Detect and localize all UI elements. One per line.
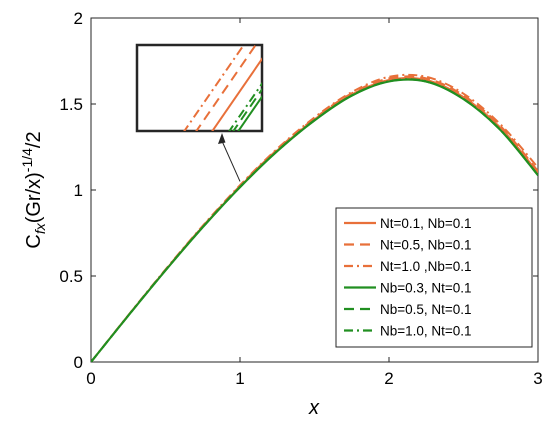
legend-label-3: Nt=1.0 ,Nb=0.1 [380,259,472,274]
legend-label-4: Nb=0.3, Nt=0.1 [380,281,472,296]
x-tick-label: 0 [86,369,95,388]
ticks-layer: 0 1 2 3 0 0.5 1 1.5 2 [59,9,542,388]
inset-series-line-6 [228,81,262,131]
y-label-sub: fx [32,222,48,234]
inset-series-line-4 [237,94,262,131]
legend-label-5: Nb=0.5, Nt=0.1 [380,302,472,317]
legend-label-1: Nt=0.1, Nb=0.1 [380,216,472,231]
y-tick-label: 0 [74,353,83,372]
x-axis-label: x [308,397,320,419]
inset-pointer-arrow [221,140,241,182]
inset-lines [183,45,262,131]
x-tick-label: 2 [384,369,393,388]
inset-series-line-3 [183,45,245,131]
legend: Nt=0.1, Nb=0.1 Nt=0.5, Nb=0.1 Nt=1.0 ,Nb=0… [335,207,533,348]
y-tick-label: 0.5 [59,267,83,286]
y-tick-label: 1.5 [59,95,83,114]
zoom-inset [135,43,264,182]
x-tick-label: 3 [533,369,542,388]
inset-series-line-1 [211,57,262,131]
inset-arrowhead [218,133,226,144]
y-tick-label: 1 [74,181,83,200]
x-tick-label: 1 [235,369,244,388]
series-layer [91,73,538,362]
y-tick-label: 2 [74,9,83,28]
y-axis-label: Cfx(Gr/x)-1/4/2 [19,131,48,248]
legend-label-2: Nt=0.5, Nb=0.1 [380,238,472,253]
y-label-mid: (Gr/x) [23,172,45,223]
y-label-sup: -1/4 [19,148,35,172]
legend-label-6: Nb=1.0, Nt=0.1 [380,324,472,339]
inset-series-line-5 [232,87,262,131]
inset-series-line-2 [195,45,257,131]
series-line-6 [91,78,538,362]
y-label-tail: /2 [23,131,45,148]
y-label-base: C [23,234,45,248]
legend-box [335,207,533,348]
